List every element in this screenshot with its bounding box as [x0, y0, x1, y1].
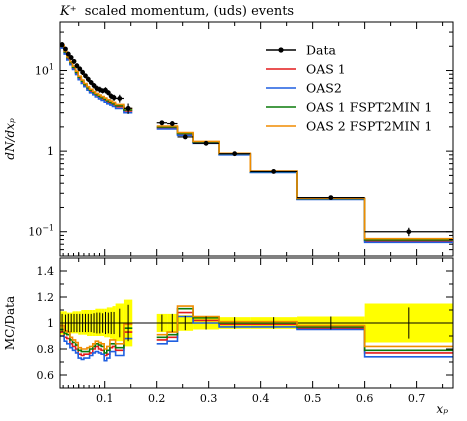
chart-title: K⁺ scaled momentum, (uds) events [59, 4, 294, 19]
data-point-marker [117, 96, 123, 101]
chart-title-particle: K⁺ [59, 4, 77, 19]
x-tick-label: 0.7 [408, 392, 426, 405]
x-tick-label: 0.2 [148, 392, 166, 405]
data-point [105, 90, 111, 96]
data-point [63, 46, 68, 52]
ratio-y-tick-label: 1 [47, 317, 54, 330]
ratio-x-ticks: 0.1 0.2 0.3 0.4 0.5 0.6 0.7 [62, 258, 444, 405]
data-point-marker [68, 55, 74, 60]
data-point [219, 151, 251, 157]
main-ylabel: dN/dxₚ [3, 118, 17, 160]
x-tick-label: 0.4 [252, 392, 270, 405]
ratio-series-oas-2-fspt2min-1 [60, 305, 453, 350]
legend-label: OAS 1 [306, 62, 346, 77]
ratio-panel: 0.6 0.8 1 1.2 1.4 0.1 0.2 0.3 0.4 0.5 0.6 0.7 MC/D… [3, 257, 454, 416]
data-point-marker [406, 229, 412, 235]
data-point [177, 134, 194, 140]
ratio-y-tick-label: 0.8 [37, 343, 55, 356]
data-point-marker [169, 121, 175, 126]
data-point [77, 66, 83, 72]
main-y-tick-label-base: 1 [47, 145, 54, 158]
legend-entry-oas-1: OAS 1 [266, 62, 346, 77]
data-point-marker [63, 46, 68, 52]
x-axis-label: xₚ [436, 402, 448, 416]
data-point [364, 227, 453, 237]
legend-label: OAS 2 FSPT2MIN 1 [306, 119, 432, 134]
main-y-tick-label-base: 10 [28, 226, 42, 239]
data-point-marker [65, 51, 71, 57]
data-point-marker [271, 169, 277, 174]
legend-label: Data [306, 43, 336, 58]
legend-marker [278, 47, 284, 53]
data-point-marker [232, 151, 238, 157]
data-point-marker [88, 80, 94, 85]
data-point-marker [71, 58, 77, 64]
data-point [71, 58, 77, 64]
main-series-oas2 [60, 47, 453, 244]
legend-entry-oas-1-fspt2min-1: OAS 1 FSPT2MIN 1 [266, 100, 432, 115]
data-point-marker [80, 69, 86, 75]
data-point-marker [159, 120, 165, 126]
ratio-series-layer [60, 305, 453, 362]
main-y-tick-label-base: 10 [35, 65, 49, 78]
main-y-tick-label-exponent: −1 [42, 224, 54, 233]
main-series-oas-1-fspt2min-1 [60, 45, 453, 241]
data-point-marker [85, 76, 91, 82]
data-point [156, 120, 168, 126]
legend-label: OAS 1 FSPT2MIN 1 [306, 100, 432, 115]
legend: Data OAS 1 OAS2 OAS 1 FSPT2MIN 1 OAS 2 FSPT2… [266, 43, 432, 134]
legend-entry-data: Data [266, 43, 336, 58]
data-point-marker [105, 90, 111, 96]
data-point [80, 69, 86, 76]
data-point-marker [182, 134, 188, 140]
chart-title-rest: scaled momentum, (uds) events [85, 4, 294, 19]
legend-entry-oas-2-fspt2min-1: OAS 2 FSPT2MIN 1 [266, 119, 432, 134]
data-point [167, 121, 178, 127]
main-y-tick-label: 101 [35, 63, 54, 78]
data-point [193, 140, 220, 146]
x-tick-label: 0.3 [200, 392, 218, 405]
data-point-marker [125, 105, 131, 111]
main-y-tick-label: 10−1 [28, 224, 54, 239]
x-tick-label: 0.5 [304, 392, 322, 405]
legend-entry-oas2: OAS2 [266, 81, 342, 96]
ratio-y-tick-label: 1.4 [37, 265, 55, 278]
data-point-marker [83, 73, 88, 79]
data-point [123, 103, 133, 114]
main-series-oas-2-fspt2min-1 [60, 44, 453, 240]
ratio-data-errors [61, 304, 410, 342]
data-point [83, 73, 88, 79]
data-point [297, 195, 365, 201]
data-point [250, 169, 298, 174]
x-tick-label: 0.6 [356, 392, 374, 405]
main-series-oas-1 [60, 46, 453, 242]
main-x-ticks [62, 22, 444, 256]
x-tick-label: 0.1 [96, 392, 114, 405]
data-point [85, 76, 91, 83]
data-point [115, 94, 124, 103]
data-point [74, 63, 80, 69]
ratio-y-tick-label: 1.2 [37, 291, 55, 304]
ratio-y-tick-label: 0.6 [37, 369, 55, 382]
data-point-marker [59, 42, 65, 47]
data-point [111, 94, 117, 101]
data-point-marker [328, 195, 334, 201]
main-y-tick-label: 1 [47, 145, 54, 158]
main-series-layer [60, 44, 453, 244]
data-point-marker [77, 66, 83, 72]
main-y-tick-label-exponent: 1 [49, 63, 54, 72]
ratio-ylabel: MC/Data [3, 296, 17, 350]
main-data-layer [59, 42, 453, 237]
data-point [68, 55, 74, 61]
data-point-marker [111, 95, 117, 101]
data-point [88, 80, 94, 86]
main-panel-frame [59, 21, 454, 257]
data-point-marker [74, 63, 80, 69]
data-point [65, 51, 71, 57]
data-point-marker [203, 140, 209, 146]
legend-label: OAS2 [306, 81, 342, 96]
